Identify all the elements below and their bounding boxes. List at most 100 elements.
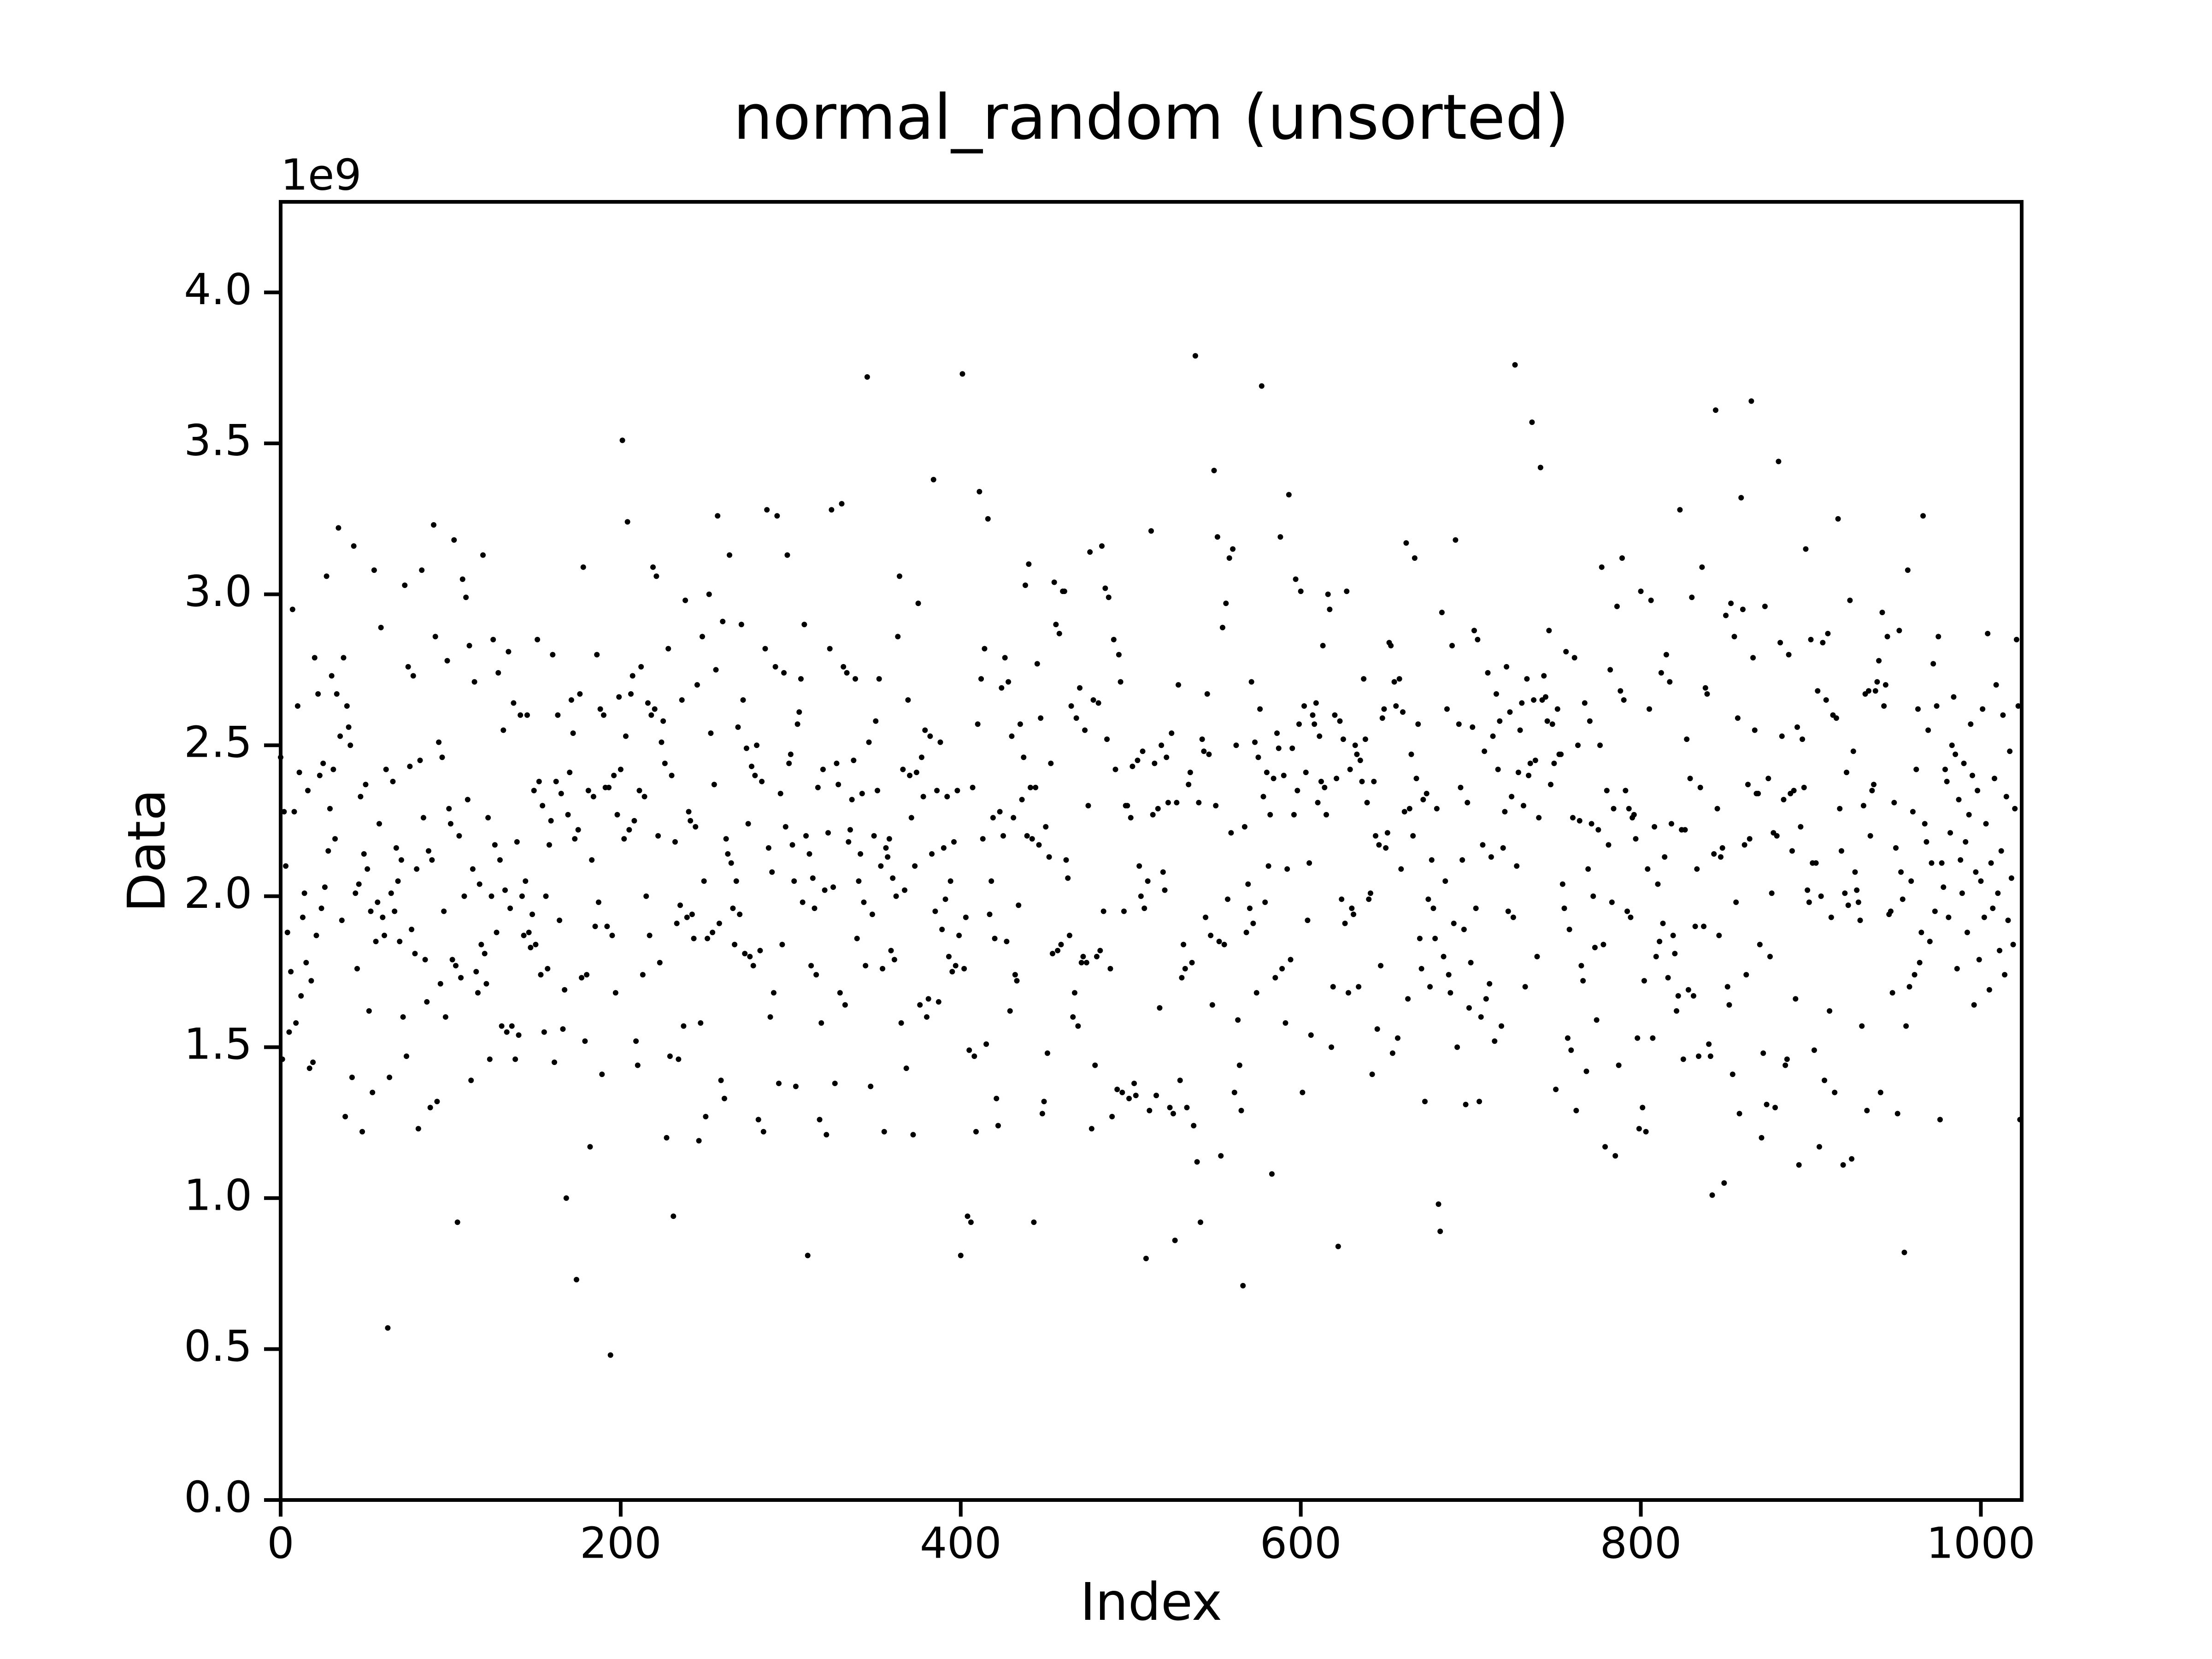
point — [465, 797, 471, 803]
point — [1641, 978, 1647, 984]
point — [1623, 788, 1629, 794]
point — [1745, 782, 1751, 788]
point — [1910, 809, 1916, 815]
point — [1993, 682, 1999, 688]
point — [1112, 766, 1118, 772]
point — [1477, 1099, 1483, 1105]
point — [1580, 978, 1586, 984]
point — [1553, 1087, 1559, 1093]
point — [1816, 1144, 1822, 1150]
point — [298, 993, 304, 999]
point — [743, 745, 749, 751]
point — [1329, 1044, 1335, 1050]
point — [1920, 513, 1926, 519]
point — [1378, 963, 1384, 969]
point — [1327, 606, 1333, 612]
point — [1502, 809, 1508, 815]
point — [370, 1089, 376, 1095]
point — [1182, 965, 1188, 971]
point — [1080, 953, 1086, 959]
point — [849, 797, 855, 803]
point — [1418, 965, 1424, 971]
point — [866, 739, 872, 745]
point — [1701, 924, 1707, 930]
point — [841, 664, 847, 670]
point — [1219, 624, 1225, 630]
point — [1116, 652, 1122, 658]
point — [1373, 833, 1379, 839]
point — [1509, 794, 1515, 800]
point — [832, 1080, 838, 1086]
point — [664, 1135, 670, 1141]
point — [558, 791, 564, 797]
point — [337, 733, 343, 739]
point — [1422, 1099, 1428, 1105]
point — [431, 522, 437, 528]
point — [1805, 887, 1811, 893]
point — [978, 676, 984, 682]
point — [1685, 987, 1691, 993]
point — [461, 893, 467, 899]
point — [1600, 941, 1606, 947]
point — [1412, 555, 1418, 561]
point — [913, 770, 919, 776]
point — [1594, 1017, 1600, 1023]
point — [1162, 887, 1168, 893]
point — [1344, 588, 1350, 594]
point — [1682, 827, 1688, 833]
point — [1124, 803, 1130, 809]
point — [1981, 914, 1987, 920]
point — [1860, 803, 1866, 809]
point — [1318, 778, 1324, 784]
point — [1900, 896, 1906, 902]
point — [1029, 836, 1035, 842]
point — [699, 634, 705, 640]
point — [747, 953, 753, 959]
point — [1403, 540, 1409, 546]
point — [696, 1138, 702, 1144]
point — [900, 766, 906, 772]
point — [573, 1277, 579, 1282]
point — [1459, 857, 1465, 863]
point — [1975, 788, 1981, 794]
point — [1150, 812, 1156, 818]
point — [1136, 863, 1142, 869]
point — [623, 733, 629, 739]
point — [629, 673, 635, 679]
point — [1587, 718, 1593, 724]
point — [1006, 679, 1012, 685]
point — [1388, 643, 1394, 649]
x-axis-label: Index — [1080, 1572, 1222, 1632]
point — [1512, 362, 1518, 368]
point — [956, 932, 962, 938]
point — [757, 947, 763, 953]
point — [607, 1352, 613, 1358]
point — [446, 806, 452, 812]
point — [817, 1117, 823, 1123]
point — [1102, 585, 1108, 591]
point — [523, 878, 529, 884]
point — [1752, 727, 1758, 733]
point — [1315, 800, 1321, 806]
point — [752, 772, 758, 778]
point — [686, 809, 692, 815]
point — [363, 782, 369, 788]
point — [535, 636, 541, 642]
point — [436, 739, 442, 745]
point — [2002, 972, 2008, 978]
point — [463, 594, 469, 600]
point — [844, 670, 850, 676]
point — [1636, 1126, 1642, 1132]
point — [760, 1129, 766, 1135]
point — [971, 1053, 977, 1059]
point — [990, 815, 996, 821]
point — [776, 1080, 782, 1086]
point — [1334, 776, 1340, 782]
point — [1356, 984, 1362, 990]
point — [788, 751, 794, 757]
point — [502, 887, 508, 893]
point — [1551, 760, 1557, 766]
point — [1058, 941, 1064, 947]
point — [1913, 766, 1919, 772]
